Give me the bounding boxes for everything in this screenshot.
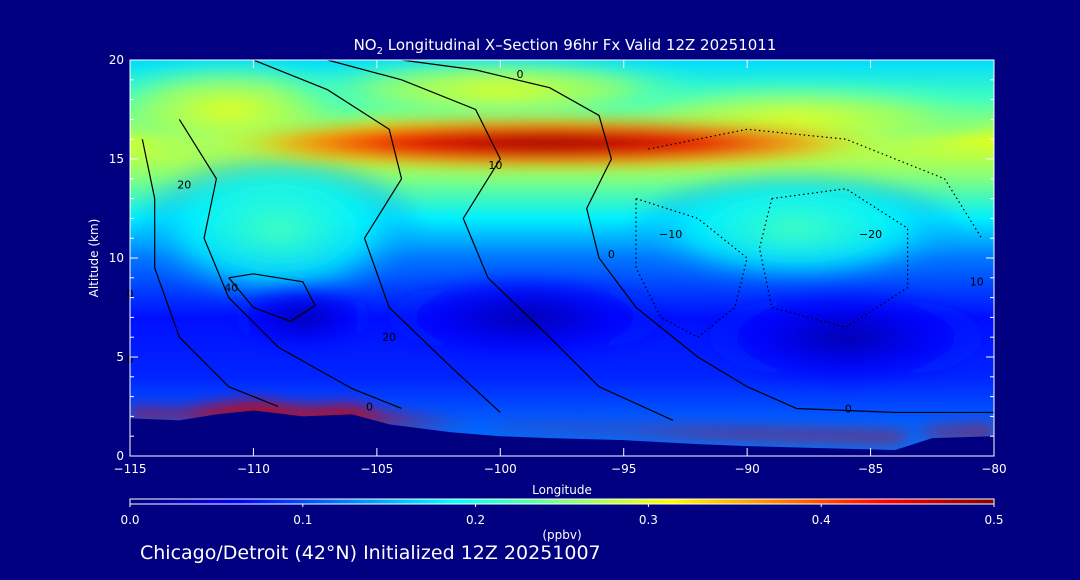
x-tick-label: −90: [734, 462, 759, 476]
x-tick-label: −80: [981, 462, 1006, 476]
chart-title: NO2 Longitudinal X–Section 96hr Fx Valid…: [354, 36, 777, 57]
y-axis-label: Altitude (km): [87, 219, 101, 298]
x-tick-label: −95: [611, 462, 636, 476]
contour-solid-5: [141, 139, 279, 408]
contour-solid-4: [178, 119, 402, 410]
colorbar-tick-label: 0.2: [466, 513, 485, 527]
contour-lines: [141, 60, 994, 421]
contour-label: 40: [224, 282, 238, 295]
contour-label: 20: [382, 331, 396, 344]
y-tick-label: 0: [116, 449, 124, 463]
contour-dotted-2: [758, 188, 909, 328]
contour-label: 0: [845, 402, 852, 415]
contour-solid-2: [327, 60, 674, 421]
x-axis-label: Longitude: [532, 483, 592, 497]
y-tick-label: 20: [109, 53, 124, 67]
contour-label: 0: [517, 68, 524, 81]
colorbar: 0.0 0.1 0.2 0.3 0.4 0.5: [120, 498, 1004, 527]
x-tick-label: −100: [484, 462, 517, 476]
contour-dotted-3: [648, 128, 983, 239]
contour-label: −10: [659, 228, 682, 241]
terrain-mask: [130, 410, 994, 456]
contour-label: −20: [859, 228, 882, 241]
cyan-tongue-west: [130, 149, 427, 308]
low-minimum-east: [697, 287, 994, 387]
x-tick-label: −105: [360, 462, 393, 476]
y-tick-label: 15: [109, 152, 124, 166]
x-tick-label: −85: [858, 462, 883, 476]
low-minimum-center: [376, 273, 674, 361]
contour-label: 0: [608, 248, 615, 261]
x-tick-label: −110: [237, 462, 270, 476]
contour-label: 10: [488, 159, 502, 172]
contour-label: 20: [177, 179, 191, 192]
boundary-layer-enhancement: [130, 401, 994, 442]
colorbar-tick-label: 0.0: [120, 513, 139, 527]
cyan-tongue-east: [623, 168, 970, 288]
contour-solid-3: [253, 60, 501, 413]
contour-solid-6: [228, 273, 316, 323]
y-tick-label: 5: [116, 350, 124, 364]
colorbar-label: (ppbv): [542, 528, 581, 542]
footer-caption: Chicago/Detroit (42°N) Initialized 12Z 2…: [140, 542, 601, 564]
contour-label: 10: [970, 276, 984, 289]
low-minimum-west: [228, 285, 377, 350]
colorbar-frame: [129, 498, 995, 505]
contour-dotted-1: [635, 198, 748, 338]
upper-plume: [204, 117, 896, 169]
colorbar-tick-label: 0.5: [984, 513, 1003, 527]
y-tick-label: 10: [109, 251, 124, 265]
colorbar-strip: [130, 499, 994, 504]
contour-label: 0: [366, 400, 373, 413]
colorbar-tick-label: 0.4: [812, 513, 831, 527]
colorbar-tick-label: 0.3: [639, 513, 658, 527]
x-tick-label: −115: [114, 462, 147, 476]
concentration-field: [130, 60, 994, 456]
contour-solid-1: [401, 60, 994, 414]
colorbar-tick-label: 0.1: [293, 513, 312, 527]
